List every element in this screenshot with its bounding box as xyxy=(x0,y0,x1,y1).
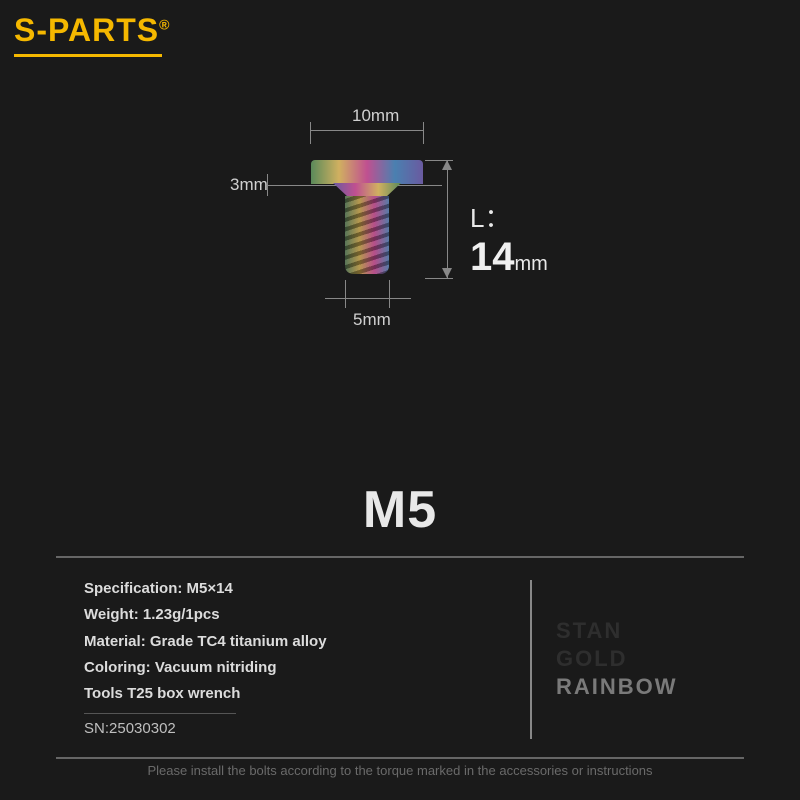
dim-tick xyxy=(267,174,268,196)
spec-value: 1.23g/1pcs xyxy=(143,606,220,623)
spec-row-tools: Tools T25 box wrench xyxy=(84,681,518,707)
spec-panel: Specification: M5×14 Weight: 1.23g/1pcs … xyxy=(56,556,744,759)
bolt-shaft xyxy=(345,196,389,274)
spec-row-material: Material: Grade TC4 titanium alloy xyxy=(84,629,518,655)
color-variant-panel: STAN GOLD RAINBOW xyxy=(556,576,716,743)
dim-tick xyxy=(345,280,346,308)
logo-parts: PARTS xyxy=(48,12,159,48)
spec-label: SN: xyxy=(84,720,109,737)
spec-value: M5×14 xyxy=(187,580,233,597)
dim-tick xyxy=(389,280,390,308)
length-prefix: L： xyxy=(470,203,510,233)
spec-list: Specification: M5×14 Weight: 1.23g/1pcs … xyxy=(84,576,518,743)
bolt-taper xyxy=(333,183,401,197)
spec-row-weight: Weight: 1.23g/1pcs xyxy=(84,602,518,628)
dim-line xyxy=(425,278,453,279)
footer-note: Please install the bolts according to th… xyxy=(0,763,800,778)
spec-label: Tools xyxy=(84,685,123,702)
spec-row-coloring: Coloring: Vacuum nitriding xyxy=(84,655,518,681)
spec-value: T25 box wrench xyxy=(127,685,240,702)
spec-label: Coloring: xyxy=(84,659,151,676)
dim-shaft-diameter: 5mm xyxy=(353,310,391,330)
spec-label: Weight: xyxy=(84,606,139,623)
arrow-down-icon xyxy=(442,268,452,278)
color-option-active: RAINBOW xyxy=(556,674,716,700)
dim-line xyxy=(447,160,448,278)
dim-line xyxy=(325,298,411,299)
dim-tick xyxy=(423,122,424,144)
spec-value: Grade TC4 titanium alloy xyxy=(150,633,327,650)
spec-row-specification: Specification: M5×14 xyxy=(84,576,518,602)
color-option-ghost: GOLD xyxy=(556,646,716,672)
vertical-divider xyxy=(530,580,532,739)
spec-value: Vacuum nitriding xyxy=(155,659,277,676)
dim-head-width: 10mm xyxy=(352,106,399,126)
logo-underline xyxy=(14,54,162,57)
logo-s: S xyxy=(14,12,36,48)
length-value: 14 xyxy=(470,235,515,279)
spec-value: 25030302 xyxy=(109,720,176,737)
logo-reg: ® xyxy=(159,16,170,32)
spec-label: Material: xyxy=(84,633,146,650)
dim-tick xyxy=(310,122,311,144)
product-title: M5 xyxy=(0,480,800,540)
brand-logo: S-PARTS® xyxy=(14,12,170,49)
color-option-ghost: STAN xyxy=(556,618,716,644)
spec-row-sn: SN:25030302 xyxy=(84,713,236,742)
dim-head-height: 3mm xyxy=(230,175,268,195)
dim-line xyxy=(310,130,423,131)
spec-label: Specification: xyxy=(84,580,182,597)
bolt-diagram: 10mm 3mm 5mm L：14mm xyxy=(255,120,585,400)
length-unit: mm xyxy=(515,253,548,275)
bolt-head xyxy=(311,160,423,184)
dim-length: L：14mm xyxy=(470,198,585,280)
logo-sep: - xyxy=(36,12,48,48)
arrow-up-icon xyxy=(442,160,452,170)
